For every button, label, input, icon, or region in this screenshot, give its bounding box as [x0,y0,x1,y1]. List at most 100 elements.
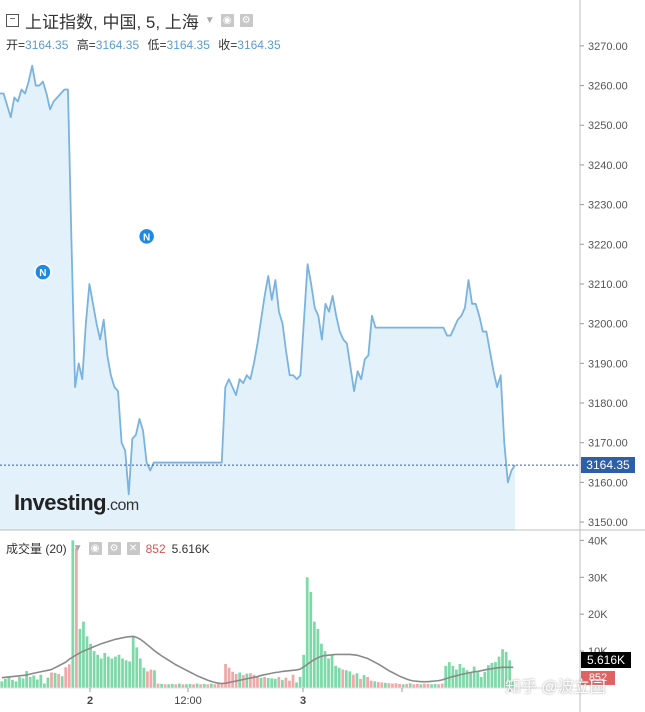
volume-tick-label: 40K [588,535,608,547]
news-marker[interactable] [137,227,156,246]
volume-bar [160,683,163,688]
volume-bar [3,678,7,688]
price-tick-label: 3220.00 [588,239,628,251]
volume-bar [67,664,71,688]
volume-bar [85,636,89,688]
price-tick-label: 3230.00 [588,200,628,212]
volume-ma-tag: 5.616K [581,652,631,668]
volume-bar [483,671,487,688]
volume-bar [508,660,512,688]
volume-ma-value: 5.616K [171,541,210,556]
volume-bar [57,673,60,688]
volume-bar [504,651,508,688]
volume-bar [263,676,266,688]
volume-bar [259,677,263,688]
volume-bar [202,683,206,688]
chevron-down-icon[interactable]: ▼ [204,15,215,26]
volume-bar [14,681,18,688]
price-tick-label: 3200.00 [588,319,628,331]
volume-bar [64,667,68,688]
volume-bar [195,683,199,688]
volume-bar [163,684,167,688]
price-area-fill [0,65,515,530]
gear-icon[interactable]: ⚙ [239,14,253,27]
volume-bar [217,683,220,688]
volume-bar [256,676,259,688]
volume-bar [291,674,295,688]
close-icon[interactable]: ✕ [126,542,140,555]
investing-logo: Investing.com [14,490,139,515]
volume-ma-line [1,635,514,685]
gear-icon[interactable]: ⚙ [107,542,121,555]
volume-bar [497,656,501,688]
volume-bar [78,628,82,688]
price-tick-label: 3250.00 [588,120,628,132]
volume-bar [486,665,490,688]
volume-bar [146,671,149,688]
ohlc-low-value: 3164.35 [166,38,210,52]
volume-bar [352,674,355,688]
volume-bar [462,667,465,688]
volume-bar [106,656,110,688]
volume-bar [103,652,107,688]
volume-bar [391,683,394,688]
volume-bar [174,684,178,688]
volume-bar [373,681,377,688]
volume-bar [28,676,32,688]
volume-label[interactable]: 成交量 (20) [6,542,67,556]
watermark: 知乎 @波立园 [505,679,606,696]
volume-tick-label: 30K [588,572,608,584]
eye-icon[interactable]: ◉ [88,542,102,555]
price-tick-label: 3180.00 [588,398,628,410]
volume-bar [270,678,274,688]
volume-bar [131,636,135,688]
volume-bar [288,680,291,688]
volume-bar [444,665,448,688]
volume-bar [472,666,476,688]
volume-bar [405,683,409,688]
volume-bar [423,683,426,688]
volume-bar [114,656,117,688]
volume-bar [494,662,497,688]
volume-last-tag: 852 [581,671,615,685]
volume-bar [369,680,373,688]
volume-bar [344,670,348,688]
volume-bar [266,678,270,688]
volume-bar [458,664,462,688]
volume-bar [224,664,227,688]
volume-bar [284,677,288,688]
news-marker[interactable] [34,263,52,281]
symbol-title-row: − 上证指数, 中国, 5, 上海 ▼ ◉ ⚙ [6,8,253,33]
volume-bar [89,643,92,688]
volume-bar [501,649,504,688]
volume-bar [96,654,100,688]
volume-bar [50,672,53,688]
volume-bar [74,547,78,688]
volume-bar [252,674,256,688]
volume-bar [383,682,387,688]
volume-bar [337,667,341,688]
collapse-icon[interactable]: − [6,14,19,27]
volume-bar [327,658,330,688]
volume-bar [511,681,515,688]
price-tick-label: 3260.00 [588,81,628,93]
volume-bar [227,667,231,688]
volume-last-value: 852 [145,541,166,556]
volume-bar [209,683,213,688]
price-line [0,64,516,496]
volume-bar [312,621,316,688]
news-markers[interactable]: NN [34,227,156,281]
volume-header: 成交量 (20) ▼ ◉ ⚙ ✕ 852 5.616K [6,540,210,557]
ohlc-high-label: 高= [76,38,96,52]
volume-bar [156,683,160,688]
symbol-title[interactable]: 上证指数, 中国, 5, 上海 [25,13,199,32]
eye-icon[interactable]: ◉ [220,14,234,27]
volume-bar [231,671,235,688]
chevron-down-icon[interactable]: ▼ [72,543,83,554]
volume-bar [355,673,359,688]
volume-bar [39,674,43,688]
volume-bar [476,671,480,688]
volume-bar [437,684,441,688]
volume-bar [479,676,483,688]
